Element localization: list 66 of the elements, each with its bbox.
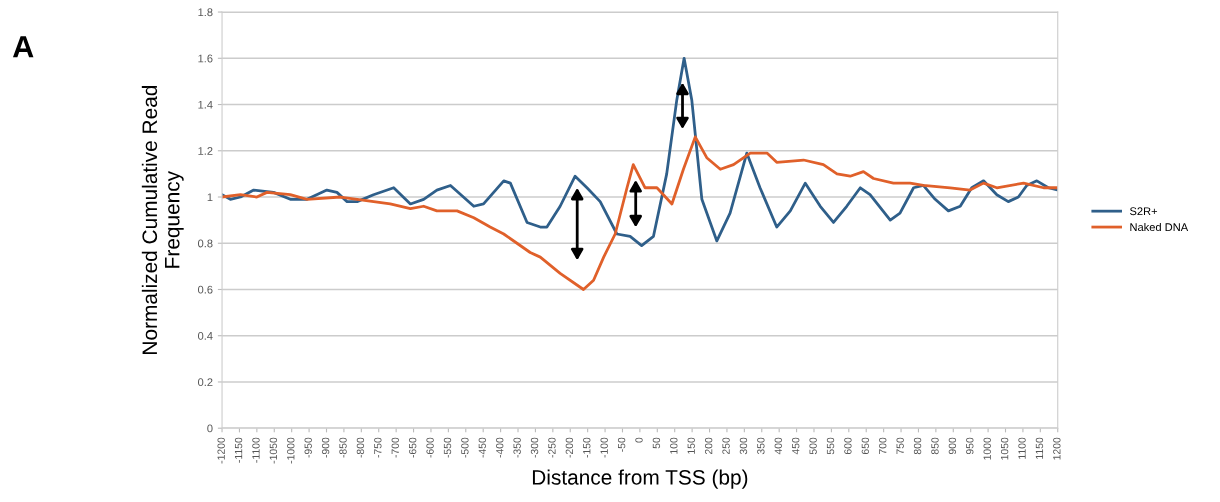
- x-tick-label: -100: [600, 437, 608, 458]
- x-tick-label: -800: [356, 437, 365, 458]
- x-tick-label: 1050: [1000, 437, 1009, 460]
- x-tick-label: 200: [704, 437, 713, 455]
- x-tick-label: -1200: [217, 437, 225, 464]
- x-tick-label: 1150: [1035, 437, 1044, 459]
- x-tick-label: -700: [391, 437, 399, 458]
- x-tick-label: -1100: [252, 437, 260, 463]
- x-tick-label: -50: [617, 437, 626, 452]
- y-tick-label: 1.2: [198, 147, 213, 155]
- x-tick-label: -150: [583, 437, 591, 458]
- x-tick-label: -1150: [234, 437, 243, 463]
- x-tick-label: 300: [739, 437, 748, 455]
- x-tick-label: -300: [530, 437, 539, 458]
- x-tick-label: 400: [774, 437, 782, 455]
- x-tick-label: 350: [757, 437, 765, 455]
- x-tick-label: 250: [722, 437, 730, 455]
- x-tick-label: -750: [374, 437, 382, 458]
- x-tick-label: 950: [966, 437, 974, 455]
- x-tick-label: 850: [931, 437, 939, 455]
- x-tick-label: -850: [339, 437, 347, 458]
- x-tick-label: -650: [408, 437, 417, 458]
- x-tick-label: -250: [548, 437, 556, 458]
- x-tick-label: 500: [809, 437, 817, 455]
- x-tick-label: 1000: [983, 437, 991, 460]
- x-tick-label: 450: [792, 437, 800, 455]
- x-tick-label: 750: [896, 437, 904, 455]
- x-tick-label: 650: [861, 437, 870, 455]
- x-tick-label: 800: [913, 437, 922, 455]
- x-tick-label: -350: [513, 437, 521, 458]
- x-tick-label: -450: [478, 437, 486, 458]
- x-tick-label: 50: [652, 437, 661, 449]
- y-tick-label: 1.6: [198, 54, 213, 63]
- y-tick-label: 1: [207, 193, 213, 202]
- x-tick-label: -1050: [269, 437, 278, 464]
- y-tick-label: 0: [207, 424, 213, 433]
- x-tick-label: -400: [496, 437, 504, 458]
- x-tick-label: 550: [826, 437, 835, 455]
- y-tick-label: 0.8: [198, 239, 213, 248]
- y-tick-label: 0.6: [198, 285, 213, 294]
- x-tick-label: -550: [443, 437, 452, 458]
- x-tick-label: 1100: [1018, 437, 1026, 459]
- text: A: [12, 36, 34, 58]
- legend-label: Naked DNA: [1130, 222, 1189, 232]
- y-tick-label: 0.4: [198, 331, 213, 340]
- x-tick-label: -1000: [287, 437, 295, 464]
- y-tick-label: 1.8: [198, 8, 213, 17]
- x-tick-label: -900: [321, 437, 330, 458]
- x-tick-label: -600: [426, 437, 434, 458]
- y-tick-label: 1.4: [198, 100, 213, 109]
- x-tick-label: -950: [304, 437, 312, 458]
- x-tick-label: 900: [948, 437, 957, 455]
- y-axis-title: Normalized Cumulative Read Frequency: [141, 85, 184, 354]
- x-tick-label: -500: [461, 437, 469, 458]
- x-tick-label: 150: [687, 437, 695, 454]
- x-tick-label: 600: [844, 437, 852, 455]
- x-tick-label: 0: [635, 437, 643, 443]
- x-tick-label: 100: [670, 437, 678, 454]
- line-series: [222, 56, 1058, 247]
- x-tick-label: -200: [565, 437, 574, 458]
- x-axis-title: Distance from TSS (bp): [532, 469, 748, 489]
- legend-label: S2R+: [1129, 207, 1158, 216]
- y-tick-label: 0.2: [198, 378, 213, 387]
- x-tick-label: 1200: [1053, 437, 1061, 460]
- line-series: [222, 135, 1058, 291]
- x-tick-label: 700: [879, 437, 887, 455]
